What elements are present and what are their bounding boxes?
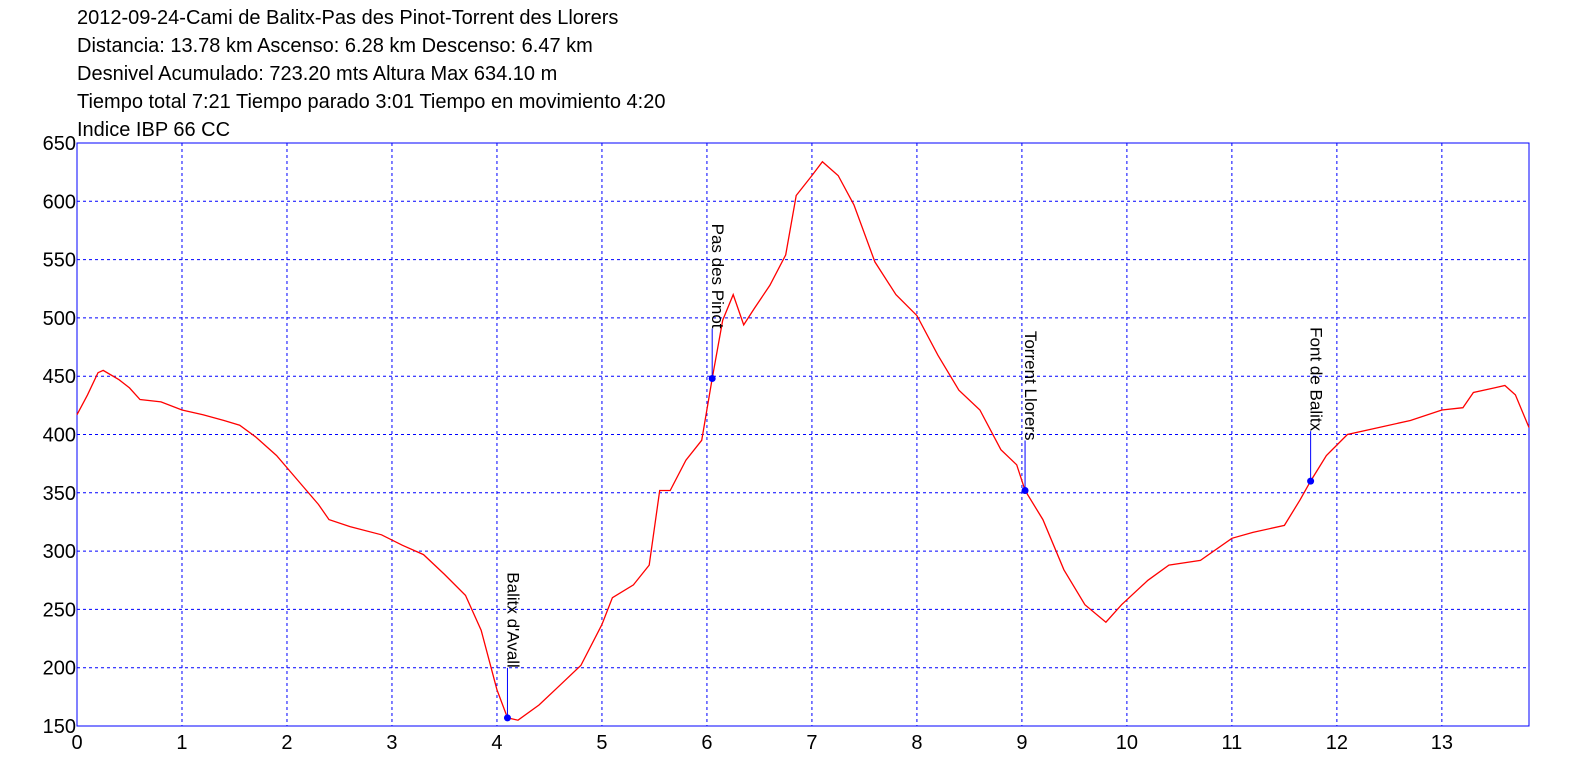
y-tick-label: 400 [43,425,76,447]
y-tick-label: 300 [43,541,76,563]
plot-frame [76,142,1530,727]
y-tick-label: 250 [43,599,76,621]
x-tick-label: 2 [281,732,292,754]
y-tick-label: 450 [43,366,76,388]
waypoint-marker [1307,477,1315,485]
title-line: Tiempo total 7:21 Tiempo parado 3:01 Tie… [77,91,666,113]
y-tick-label: 200 [43,658,76,680]
waypoint-marker [708,375,716,383]
waypoint-marker [1021,486,1029,494]
x-tick-label: 3 [386,732,397,754]
x-tick-label: 4 [491,732,502,754]
y-tick-label: 150 [43,716,76,738]
waypoint-label: Pas des Pinot [708,224,727,329]
x-tick-label: 0 [71,732,82,754]
waypoint-label: Font de Balitx [1307,327,1326,431]
x-tick-label: 8 [911,732,922,754]
waypoint-marker [503,714,511,722]
x-tick-label: 11 [1221,732,1242,754]
x-tick-label: 12 [1326,732,1348,754]
x-tick-label: 9 [1016,732,1027,754]
x-tick-label: 1 [176,732,187,754]
y-tick-label: 350 [43,483,76,505]
title-line: 2012-09-24-Cami de Balitx-Pas des Pinot-… [77,7,618,29]
x-tick-label: 10 [1116,732,1138,754]
title-line: Distancia: 13.78 km Ascenso: 6.28 km Des… [77,35,593,57]
y-tick-label: 500 [43,308,76,330]
title-line: Desnivel Acumulado: 723.20 mts Altura Ma… [77,63,557,85]
x-tick-label: 5 [596,732,607,754]
elevation-line [76,160,1530,721]
title-line: Indice IBP 66 CC [77,119,230,141]
y-tick-label: 650 [43,133,76,155]
waypoint-label: Torrent Llorers [1021,331,1040,441]
waypoint-label: Balitx d'Avall [503,572,522,668]
x-tick-label: 7 [806,732,817,754]
x-tick-label: 6 [701,732,712,754]
x-tick-label: 13 [1431,732,1453,754]
y-tick-label: 600 [43,191,76,213]
y-tick-label: 550 [43,250,76,272]
